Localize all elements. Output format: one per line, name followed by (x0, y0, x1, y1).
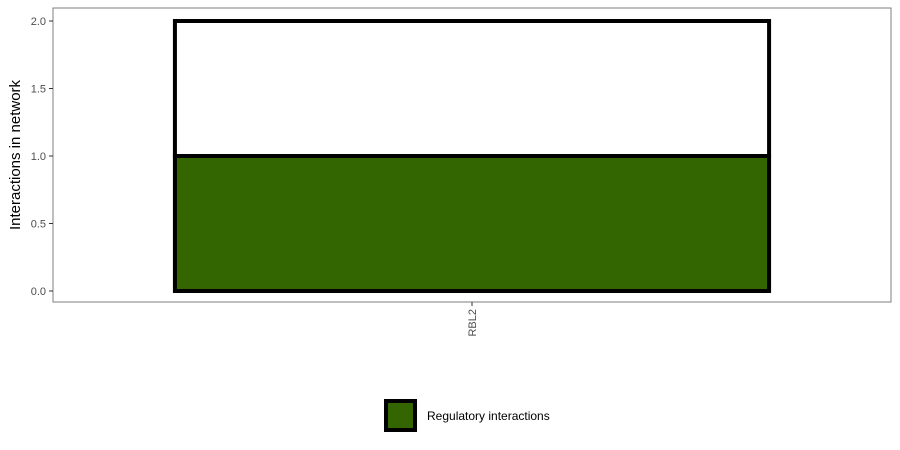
bars (172, 19, 772, 293)
legend: Regulatory interactions (384, 399, 550, 432)
y-axis-title: Interactions in network (7, 79, 24, 230)
y-tick-label: 0.5 (31, 219, 46, 231)
y-tick-label: 2.0 (31, 16, 46, 28)
bar-segment-other (172, 19, 772, 158)
bar-segment-regulatory (172, 154, 772, 293)
y-tick-label: 1.5 (31, 84, 46, 96)
legend-key-regulatory (384, 399, 417, 432)
y-tick-label: 1.0 (31, 151, 46, 163)
y-axis: 0.0 0.5 1.0 1.5 2.0 (31, 16, 53, 298)
y-tick-label: 0.0 (31, 286, 46, 298)
legend-label: Regulatory interactions (427, 409, 550, 423)
x-tick-label: RBL2 (467, 309, 479, 337)
x-axis: RBL2 (467, 302, 479, 337)
